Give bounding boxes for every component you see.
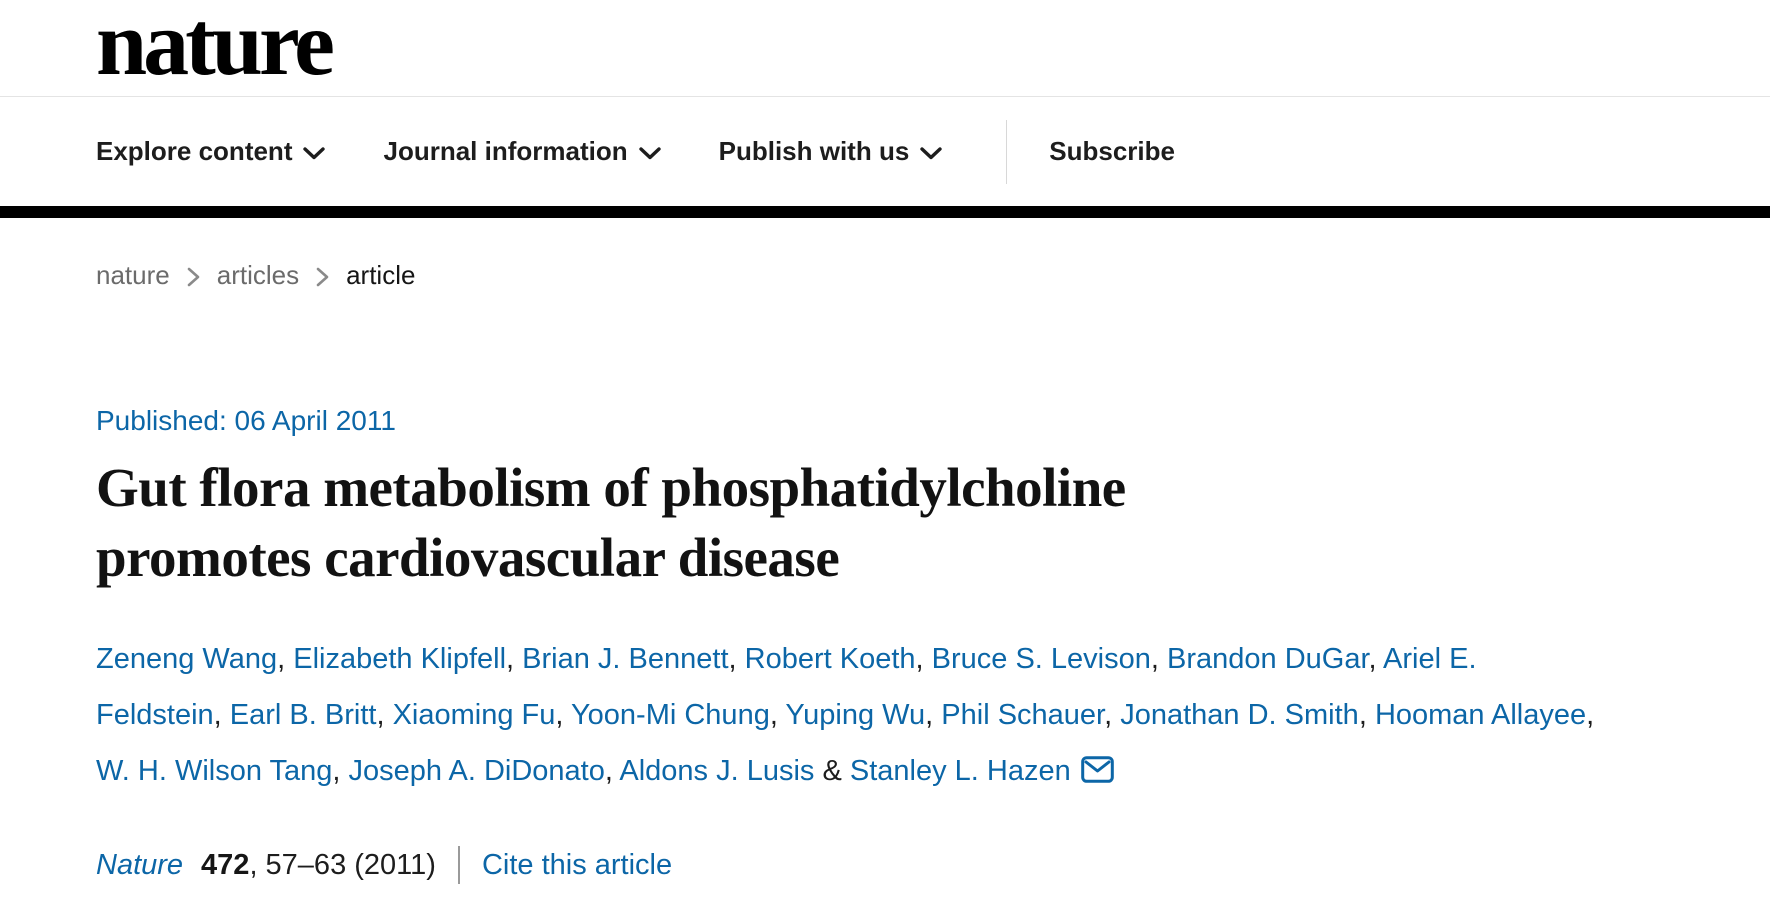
nav-publish-with-us[interactable]: Publish with us bbox=[719, 136, 943, 167]
nature-logo[interactable]: nature bbox=[96, 0, 335, 94]
pages-year: , 57–63 (2011) bbox=[249, 848, 436, 881]
breadcrumb-link-nature[interactable]: nature bbox=[96, 260, 170, 290]
nav-subscribe[interactable]: Subscribe bbox=[1049, 136, 1175, 167]
breadcrumb-link-articles[interactable]: articles bbox=[216, 260, 300, 290]
volume: 472 bbox=[201, 848, 250, 881]
author-link[interactable]: Elizabeth Klipfell bbox=[293, 643, 507, 675]
citation-divider bbox=[457, 846, 460, 884]
author-link[interactable]: Xiaoming Fu bbox=[392, 699, 556, 731]
author-names: Zeneng Wang, Elizabeth Klipfell, Brian J… bbox=[96, 643, 1595, 787]
author-link[interactable]: Earl B. Britt bbox=[229, 699, 377, 731]
author-link[interactable]: Brian J. Bennett bbox=[522, 643, 729, 675]
author-link[interactable]: Hooman Allayee bbox=[1374, 699, 1587, 731]
header-rule bbox=[0, 206, 1770, 218]
journal-link[interactable]: Nature bbox=[96, 848, 184, 881]
author-link[interactable]: Ariel E. Feldstein bbox=[96, 643, 1477, 731]
nav-label: Publish with us bbox=[718, 136, 910, 166]
author-link[interactable]: Brandon DuGar bbox=[1167, 643, 1369, 675]
logo-band: nature bbox=[0, 0, 1770, 97]
author-link[interactable]: W. H. Wilson Tang bbox=[96, 755, 333, 787]
author-link[interactable]: Bruce S. Levison bbox=[931, 643, 1151, 675]
nav-explore-content[interactable]: Explore content bbox=[96, 136, 326, 167]
nav-label: Journal information bbox=[383, 136, 628, 166]
author-link[interactable]: Joseph A. DiDonato bbox=[348, 755, 605, 787]
author-list: Zeneng Wang, Elizabeth Klipfell, Brian J… bbox=[96, 631, 1596, 802]
author-link[interactable]: Yuping Wu bbox=[785, 699, 926, 731]
author-link[interactable]: Robert Koeth bbox=[744, 643, 916, 675]
author-link[interactable]: Yoon-Mi Chung bbox=[570, 699, 770, 731]
chevron-right-icon bbox=[315, 264, 330, 288]
breadcrumb: nature articles article bbox=[96, 260, 1770, 291]
author-link[interactable]: Jonathan D. Smith bbox=[1120, 699, 1359, 731]
article-header-region: nature articles article Published: 06 Ap… bbox=[0, 260, 1770, 884]
article-title: Gut flora metabolism of phosphatidylchol… bbox=[96, 457, 1126, 588]
citation-volume-pages: 472, 57–63 (2011) bbox=[201, 849, 436, 882]
nav-label: Subscribe bbox=[1049, 136, 1175, 166]
author-link[interactable]: Phil Schauer bbox=[941, 699, 1105, 731]
chevron-down-icon bbox=[303, 144, 326, 160]
main-nav: Explore content Journal information Publ… bbox=[0, 97, 1770, 206]
nav-journal-information[interactable]: Journal information bbox=[383, 136, 661, 167]
citation: Nature 472, 57–63 (2011) Cite this artic… bbox=[96, 846, 1770, 884]
nav-divider bbox=[1006, 119, 1008, 184]
breadcrumb-current-article: article bbox=[346, 260, 416, 290]
chevron-down-icon bbox=[638, 144, 661, 160]
email-icon[interactable] bbox=[1080, 746, 1114, 802]
chevron-down-icon bbox=[920, 144, 942, 160]
cite-this-article-link[interactable]: Cite this article bbox=[481, 848, 673, 881]
published-date: Published: 06 April 2011 bbox=[96, 405, 396, 436]
author-link[interactable]: Zeneng Wang bbox=[96, 643, 278, 675]
author-link[interactable]: Stanley L. Hazen bbox=[849, 755, 1071, 787]
chevron-right-icon bbox=[186, 264, 201, 288]
author-link[interactable]: Aldons J. Lusis bbox=[619, 755, 815, 787]
nav-label: Explore content bbox=[96, 136, 293, 166]
site-header: nature Explore content Journal informati… bbox=[0, 0, 1770, 218]
